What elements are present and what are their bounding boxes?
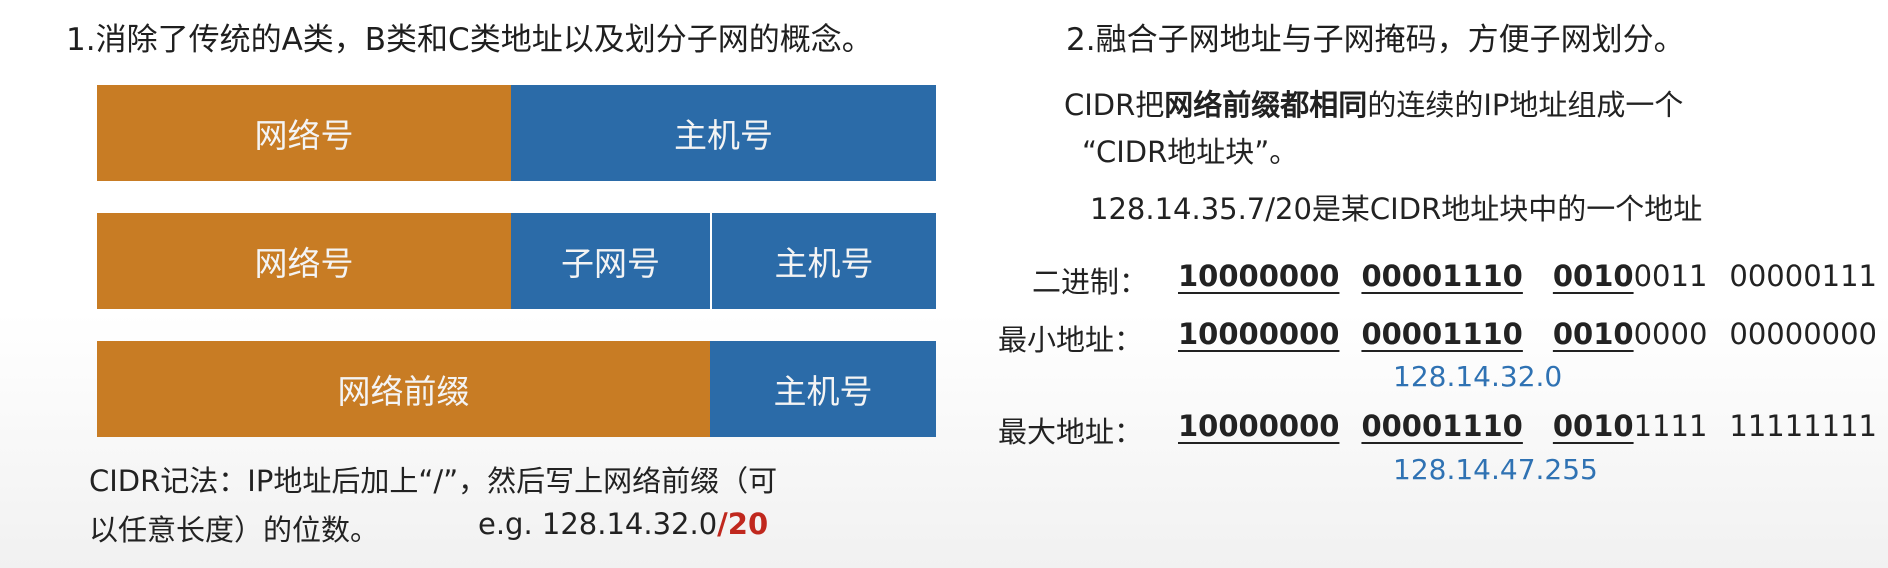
prefix-bits: 10000000 00001110 0010 bbox=[1178, 317, 1634, 351]
prefix-bits: 10000000 00001110 0010 bbox=[1178, 259, 1634, 293]
cidr-block-desc-line1: CIDR把网络前缀都相同的连续的IP地址组成一个 bbox=[1064, 82, 1683, 124]
host-bits-3: 0011 bbox=[1633, 259, 1708, 293]
max-address-value: 10000000 00001110 00101111 11111111 bbox=[1178, 409, 1877, 443]
host-bits-4: 00000000 bbox=[1729, 317, 1878, 351]
network-number-segment: 网络号 bbox=[97, 213, 511, 309]
host-number-segment: 主机号 bbox=[511, 85, 936, 181]
host-number-segment: 主机号 bbox=[710, 213, 936, 309]
cidr-example: e.g. 128.14.32.0/20 bbox=[478, 507, 768, 541]
cidr-example-suffix: /20 bbox=[717, 507, 769, 541]
binary-label: 二进制： bbox=[1032, 265, 1149, 299]
desc-post: 的连续的IP地址组成一个 bbox=[1367, 88, 1684, 122]
subnet-number-segment: 子网号 bbox=[511, 213, 710, 309]
example-address-line: 128.14.35.7/20是某CIDR地址块中的一个地址 bbox=[1090, 192, 1703, 226]
cidr-example-address: e.g. 128.14.32.0 bbox=[478, 507, 718, 541]
cidr-block-desc-line2: “CIDR地址块”。 bbox=[1082, 135, 1299, 169]
prefix-bits: 10000000 00001110 0010 bbox=[1178, 409, 1634, 443]
host-bits-3: 1111 bbox=[1633, 409, 1708, 443]
desc-pre: CIDR把 bbox=[1064, 88, 1165, 122]
min-address-label: 最小地址： bbox=[998, 323, 1144, 357]
left-heading: 1.消除了传统的A类，B类和C类地址以及划分子网的概念。 bbox=[66, 22, 873, 58]
max-address-decimal: 128.14.47.255 bbox=[1393, 453, 1598, 486]
binary-value: 10000000 00001110 00100011 00000111 bbox=[1178, 259, 1877, 293]
bar-subnetted: 网络号 子网号 主机号 bbox=[97, 213, 936, 309]
host-bits-4: 11111111 bbox=[1729, 409, 1878, 443]
cidr-notation-line2: 以任意长度）的位数。 bbox=[89, 513, 380, 547]
network-number-segment: 网络号 bbox=[97, 85, 511, 181]
min-address-value: 10000000 00001110 00100000 00000000 bbox=[1178, 317, 1877, 351]
max-address-label: 最大地址： bbox=[998, 415, 1144, 449]
host-bits-4: 00000111 bbox=[1729, 259, 1878, 293]
host-number-segment: 主机号 bbox=[710, 341, 936, 437]
host-bits-3: 0000 bbox=[1633, 317, 1708, 351]
desc-bold: 网络前缀都相同 bbox=[1164, 88, 1368, 122]
min-address-decimal: 128.14.32.0 bbox=[1393, 360, 1563, 393]
cidr-notation-line1: CIDR记法：IP地址后加上“/”，然后写上网络前缀（可 bbox=[89, 464, 778, 498]
network-prefix-segment: 网络前缀 bbox=[97, 341, 710, 437]
right-heading: 2.融合子网地址与子网掩码，方便子网划分。 bbox=[1066, 22, 1685, 58]
bar-cidr: 网络前缀 主机号 bbox=[97, 341, 936, 437]
bar-classful: 网络号 主机号 bbox=[97, 85, 936, 181]
